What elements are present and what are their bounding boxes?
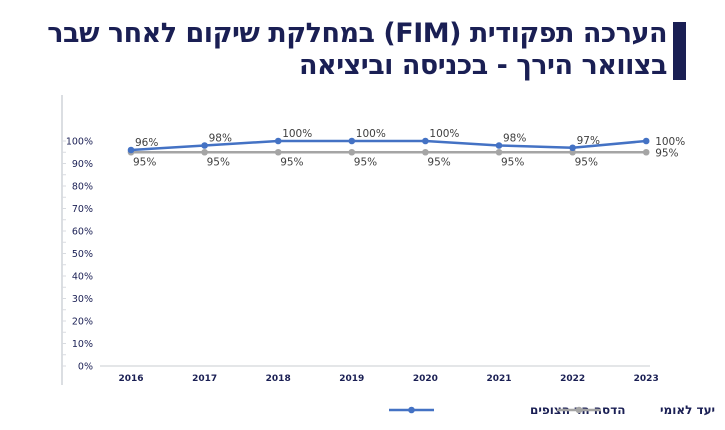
- data-point: [495, 148, 503, 156]
- data-label: 95%: [655, 147, 678, 159]
- series-layer: 96% 98% 100% 100% 100% 98% 97% 100%95% 95% 95% 95%…: [127, 128, 685, 168]
- data-point: [348, 137, 356, 145]
- y-tick-label: 90%: [72, 159, 93, 170]
- data-labels-hadassah: 96% 98% 100% 100% 100% 98% 97% 100%: [135, 128, 685, 149]
- data-label: 95%: [354, 156, 377, 168]
- data-label: 100%: [356, 128, 386, 140]
- x-tick-label: 2017: [192, 374, 217, 384]
- y-axis: 0% 10% 20% 30% 40% 50% 60% 70% 80% 90% 100%: [61, 95, 93, 385]
- y-tick-label: 10%: [72, 339, 93, 350]
- data-label: 98%: [209, 133, 232, 145]
- x-tick-label: 2021: [486, 374, 511, 384]
- legend-marker-icon: [408, 406, 415, 414]
- legend-label: יעד לאומי: [660, 403, 715, 417]
- data-label: 95%: [575, 156, 598, 168]
- data-point: [495, 142, 503, 149]
- data-point: [642, 137, 650, 145]
- data-label: 97%: [577, 135, 600, 147]
- y-tick-label: 0%: [78, 362, 93, 373]
- data-label: 100%: [282, 128, 312, 140]
- chart-title-line-2: בצוואר הירך - בכניסה וביציאה: [298, 50, 668, 81]
- chart-title: הערכה תפקודית (FIM) במחלקת שיקום לאחר שב…: [47, 18, 667, 82]
- data-point: [127, 146, 135, 154]
- data-label: 95%: [427, 156, 450, 168]
- data-point: [348, 148, 356, 156]
- y-tick-label: 20%: [72, 317, 93, 328]
- data-label: 95%: [133, 156, 156, 168]
- series-hadassah: [127, 137, 650, 154]
- x-tick-label: 2022: [560, 374, 585, 384]
- series-line: [130, 139, 647, 152]
- x-tick-label: 2019: [339, 374, 364, 384]
- x-tick-label: 2023: [634, 374, 659, 384]
- x-tick-label: 2016: [118, 374, 143, 384]
- x-tick-label: 2018: [266, 374, 291, 384]
- data-label: 100%: [429, 128, 459, 140]
- data-point: [569, 144, 576, 152]
- x-axis: 2016 2017 2018 2019 2020 2021 2022 2023: [100, 365, 659, 384]
- data-point: [274, 148, 282, 156]
- y-tick-label: 50%: [72, 249, 93, 260]
- data-label: 95%: [280, 156, 303, 168]
- data-point: [642, 148, 650, 156]
- data-label: 95%: [501, 156, 524, 168]
- y-tick-label: 100%: [66, 137, 93, 148]
- legend-marker-icon: [575, 406, 583, 414]
- legend-item-national-target: יעד לאומי: [557, 403, 715, 417]
- data-point: [201, 142, 208, 149]
- y-tick-label: 40%: [72, 272, 93, 283]
- data-label: 100%: [655, 136, 685, 148]
- data-labels-national-target: 95% 95% 95% 95% 95% 95% 95% 95%: [133, 147, 679, 168]
- data-point: [274, 137, 282, 145]
- chart-title-line-1: הערכה תפקודית (FIM) במחלקת שיקום לאחר שב…: [47, 18, 667, 49]
- y-tick-label: 80%: [72, 182, 93, 193]
- y-tick-label: 70%: [72, 204, 93, 215]
- title-accent-bar: [673, 22, 686, 80]
- data-label: 98%: [503, 133, 526, 145]
- x-tick-label: 2020: [413, 374, 438, 384]
- data-point: [422, 137, 429, 145]
- y-tick-label: 60%: [72, 227, 93, 238]
- data-point: [201, 148, 208, 156]
- data-label: 96%: [135, 137, 158, 149]
- data-point: [422, 148, 429, 156]
- data-label: 95%: [207, 156, 230, 168]
- y-tick-label: 30%: [72, 294, 93, 305]
